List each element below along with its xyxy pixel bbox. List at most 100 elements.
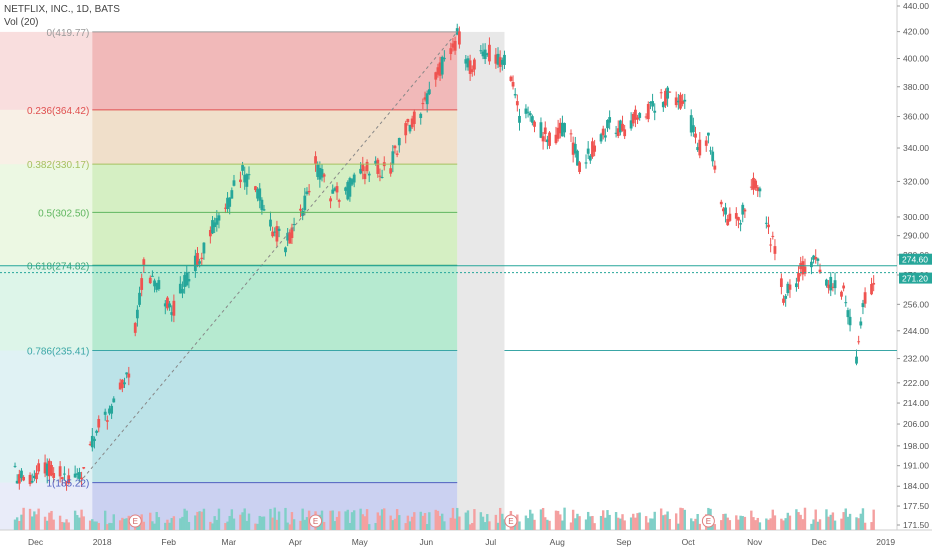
candle-body: [348, 178, 352, 197]
candle-body: [62, 473, 66, 475]
candle-body: [50, 465, 53, 476]
volume-bar: [155, 511, 158, 530]
candle-body: [32, 475, 36, 479]
volume-bar: [421, 515, 425, 530]
candle-body: [511, 82, 515, 87]
volume-bar: [831, 512, 835, 530]
volume-bar: [187, 521, 191, 530]
candle-body: [696, 147, 700, 151]
candle-body: [769, 244, 773, 246]
volume-bar: [769, 518, 772, 530]
candle-body: [363, 173, 367, 180]
candle-body: [178, 283, 182, 294]
candle-body: [65, 482, 68, 484]
candle-body: [591, 141, 594, 157]
candle-body: [468, 60, 472, 74]
candle-body: [344, 187, 348, 191]
earnings-marker[interactable]: [701, 514, 715, 528]
candle-body: [421, 103, 425, 105]
volume-bar: [810, 523, 813, 530]
earnings-marker-label: E: [706, 517, 711, 526]
earnings-marker[interactable]: [309, 514, 323, 528]
price-tick-label: 300.00: [903, 212, 929, 222]
volume-bar: [458, 516, 461, 530]
volume-bar: [50, 510, 53, 530]
volume-bar: [496, 522, 500, 530]
candle-body: [215, 218, 219, 225]
candle-body: [322, 174, 326, 177]
candle-body: [631, 113, 635, 124]
volume-bar: [529, 509, 532, 530]
candle-body: [337, 200, 341, 202]
volume-bar: [43, 516, 47, 530]
volume-bar: [690, 518, 693, 530]
candle-body: [269, 219, 272, 227]
price-axis[interactable]: 171.50 177.50 184.00 191.00 198.00 206.00 214.…: [897, 1, 932, 530]
time-axis[interactable]: Dec 2018 Feb Mar Apr May Jun Jul Aug Sep Oct Nov Dec…: [28, 537, 895, 547]
volume-bar: [621, 514, 624, 530]
fib-zone-ext: [0, 164, 93, 213]
volume-bar: [782, 520, 785, 530]
volume-bar: [752, 517, 755, 530]
candle-body: [722, 208, 725, 212]
volume-indicator-label[interactable]: Vol (20): [4, 17, 39, 28]
candle-body: [211, 220, 214, 234]
volume-bar: [801, 519, 805, 530]
candle-body: [239, 179, 242, 183]
volume-bar: [771, 509, 774, 530]
volume-bar: [872, 509, 875, 530]
volume-bar: [750, 510, 753, 530]
volume-bar: [756, 517, 759, 530]
time-tick-label: Jun: [419, 537, 433, 547]
volume-bar: [674, 513, 678, 530]
volume-bar: [518, 521, 521, 530]
price-tick-label: 420.00: [903, 27, 929, 37]
candle-body: [451, 43, 455, 48]
candle-body: [135, 309, 139, 319]
symbol-title[interactable]: NETFLIX, INC., 1D, BATS: [4, 4, 120, 15]
candle-body: [226, 197, 229, 210]
candle-body: [771, 235, 775, 237]
candle-body: [634, 109, 637, 120]
volume-bar: [486, 514, 489, 530]
volume-bar: [494, 514, 498, 530]
candle-body: [90, 435, 94, 448]
candle-body: [483, 49, 487, 59]
earnings-marker[interactable]: [504, 514, 518, 528]
volume-bar: [215, 519, 219, 530]
volume-bar: [119, 520, 122, 530]
volume-bar: [410, 516, 414, 530]
volume-bar: [526, 518, 530, 530]
volume-bar: [436, 510, 440, 530]
candle-body: [163, 303, 167, 307]
volume-bar: [224, 523, 227, 530]
volume-bar: [501, 513, 504, 530]
candle-body: [346, 182, 350, 200]
candle-body: [479, 50, 483, 52]
volume-bar: [151, 521, 154, 530]
earnings-marker[interactable]: [128, 514, 142, 528]
time-zone-box: [457, 31, 505, 531]
candle-body: [47, 460, 51, 477]
price-tick-label: 244.00: [903, 326, 929, 336]
volume-bar: [614, 512, 618, 530]
candle-body: [82, 467, 86, 469]
candle-body: [168, 303, 171, 308]
volume-bar: [818, 519, 822, 530]
volume-bar: [239, 514, 242, 530]
time-tick-label: 2019: [876, 537, 895, 547]
volume-bar: [531, 513, 534, 530]
candle-body: [558, 122, 562, 134]
candle-body: [151, 275, 154, 277]
chart-legend: NETFLIX, INC., 1D, BATS Vol (20): [4, 3, 120, 29]
candle-body: [157, 280, 161, 290]
candle-body: [303, 195, 307, 211]
candle-body: [148, 277, 152, 284]
volume-bar: [423, 513, 427, 530]
volume-bar: [441, 513, 444, 530]
candle-body: [644, 116, 648, 118]
fib-zone-ext: [0, 109, 93, 165]
fib-level-label: 0.618(274.82): [27, 261, 89, 272]
candle-body: [376, 159, 380, 174]
